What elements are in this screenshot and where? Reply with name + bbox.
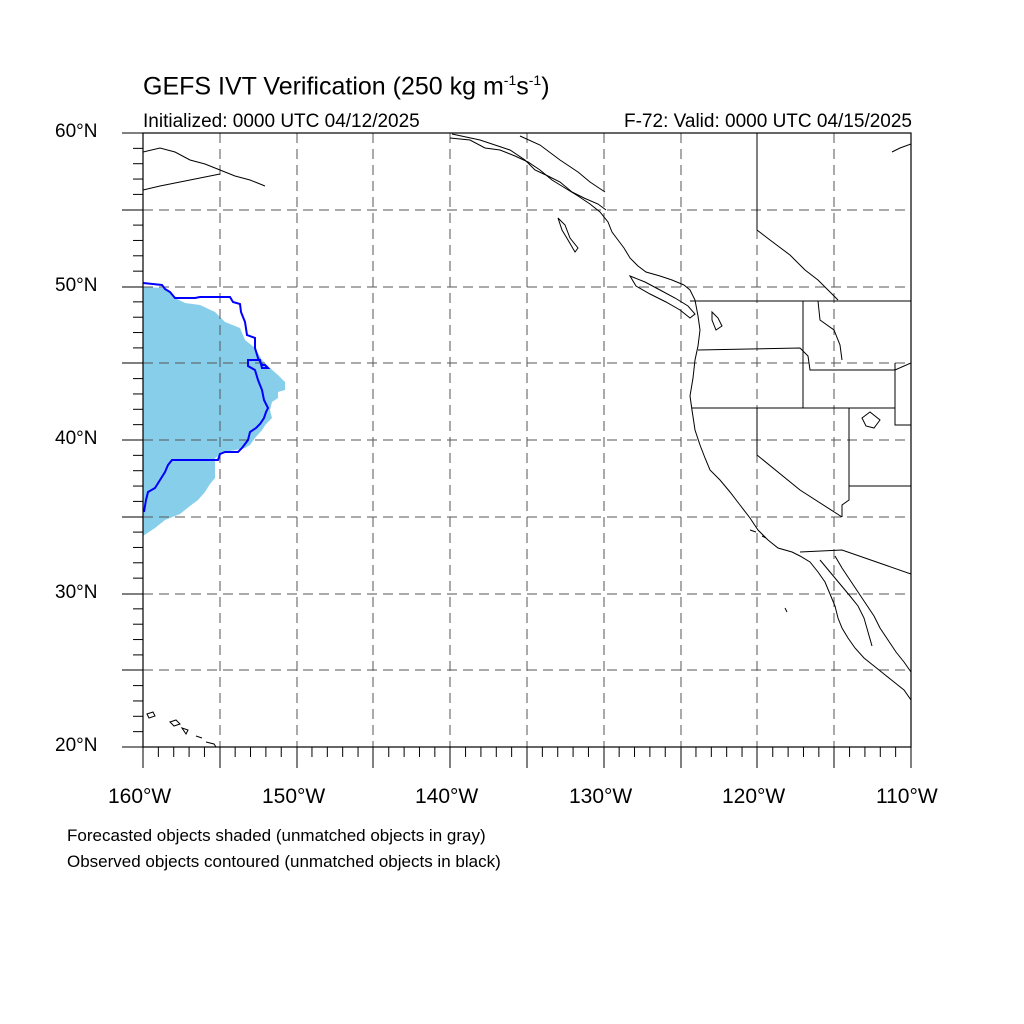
initialized-time: Initialized: 0000 UTC 04/12/2025: [143, 111, 420, 132]
graticule: [143, 133, 911, 747]
lon-label-150w: 150°W: [262, 785, 326, 808]
lat-label-20n: 20°N: [55, 735, 98, 756]
lon-label-120w: 120°W: [722, 785, 786, 808]
lat-label-40n: 40°N: [55, 428, 98, 449]
forecast-legend-note: Forecasted objects shaded (unmatched obj…: [67, 826, 486, 845]
lon-label-140w: 140°W: [415, 785, 479, 808]
lat-label-60n: 60°N: [55, 121, 98, 142]
forecast-object-shading: [143, 287, 285, 536]
axis-ticks: [122, 132, 912, 768]
map-title: GEFS IVT Verification (250 kg m-1s-1): [143, 72, 550, 101]
lat-label-30n: 30°N: [55, 582, 98, 603]
lon-label-160w: 160°W: [108, 785, 172, 808]
observed-legend-note: Observed objects contoured (unmatched ob…: [67, 852, 501, 871]
axis-minor-ticks: [133, 147, 897, 757]
valid-time: F-72: Valid: 0000 UTC 04/15/2025: [624, 111, 912, 132]
lon-label-110w: 110°W: [876, 785, 938, 808]
observed-object-contour: [143, 282, 271, 513]
lat-label-50n: 50°N: [55, 275, 98, 296]
lon-label-130w: 130°W: [569, 785, 633, 808]
coastlines: [143, 133, 911, 747]
